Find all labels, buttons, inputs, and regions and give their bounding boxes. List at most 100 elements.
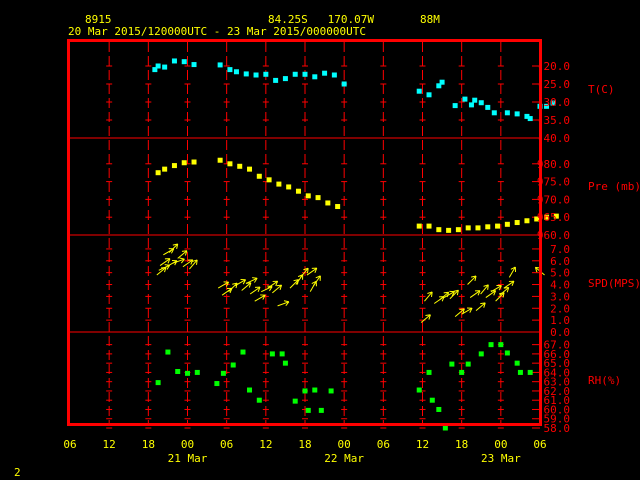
y-tick-label: 960.0 <box>537 229 570 242</box>
station-id: 8915 <box>85 13 112 26</box>
y-tick-label: 60.0 <box>544 403 571 416</box>
pressure-point <box>237 163 243 169</box>
pressure-point <box>485 224 491 230</box>
pressure-point <box>227 161 233 167</box>
wind-arrow-head <box>498 285 502 291</box>
pressure-point <box>544 214 550 220</box>
wind-arrow-shaft <box>469 290 481 298</box>
plot-frame <box>67 39 542 426</box>
y-tick-label: 6.0 <box>550 255 570 268</box>
data-marks <box>152 58 559 431</box>
x-day-label: 21 Mar <box>168 452 208 465</box>
y-tick-label: 64.0 <box>544 366 571 379</box>
wind-arrow <box>168 243 179 253</box>
wind-arrow-head <box>254 278 258 283</box>
pressure-point <box>286 184 292 190</box>
wind-arrow-head <box>483 284 489 287</box>
wind-arrow-shaft <box>241 282 252 291</box>
pressure-point <box>256 173 262 179</box>
temperature-point <box>439 79 445 85</box>
humidity-point <box>459 369 465 375</box>
pressure-point <box>247 166 253 172</box>
wind-arrow <box>177 250 188 259</box>
wind-arrow <box>272 284 283 294</box>
temperature-point <box>436 83 442 89</box>
wind-arrow <box>503 280 515 289</box>
wind-arrow-head <box>315 275 321 279</box>
station-location: 84.25S 170.07W <box>268 13 374 26</box>
x-tick-label: 18 <box>142 438 155 451</box>
wind-arrow-head <box>248 282 252 288</box>
wind-arrow-head <box>459 308 465 311</box>
temperature-point <box>478 100 484 106</box>
wind-arrow-head <box>252 277 258 279</box>
wind-arrow-head <box>493 290 497 296</box>
wind-arrow-head <box>283 300 289 303</box>
y-tick-label: 1.0 <box>550 314 570 327</box>
wind-arrow-shaft <box>228 282 238 293</box>
wind-arrow <box>228 282 238 293</box>
wind-arrow-head <box>443 291 449 294</box>
pressure-point <box>315 195 321 201</box>
pressure-point <box>181 160 187 166</box>
humidity-point <box>220 370 226 376</box>
humidity-point <box>442 425 448 431</box>
wind-arrow-shaft <box>177 250 188 259</box>
pressure-point <box>335 204 341 210</box>
pressure-point <box>553 213 559 219</box>
wind-arrow-head <box>275 281 279 287</box>
y-tick-label: 61.0 <box>544 394 571 407</box>
x-tick-label: 18 <box>298 438 311 451</box>
wind-arrow-head <box>225 281 230 287</box>
temperature-point <box>263 71 269 77</box>
humidity-point <box>514 360 520 366</box>
wind-arrow <box>469 290 481 298</box>
wind-arrow-shaft <box>485 290 496 298</box>
temperature-point <box>426 92 432 98</box>
humidity-point <box>165 349 171 355</box>
wind-arrow-head <box>502 292 505 298</box>
temperature-point <box>322 70 328 76</box>
humidity-point <box>194 369 200 375</box>
wind-arrow <box>424 291 433 302</box>
wind-arrow-shaft <box>499 287 510 296</box>
wind-arrow-shaft <box>217 281 229 289</box>
pressure-point <box>155 170 161 176</box>
temperature-point <box>217 62 223 68</box>
y-tick-label: -20.0 <box>537 60 570 73</box>
pressure-point <box>276 181 282 187</box>
humidity-point <box>230 362 236 368</box>
temperature-point <box>155 63 161 69</box>
wind-arrow-shaft <box>467 275 477 285</box>
wind-arrow <box>300 267 309 278</box>
temperature-point <box>514 111 520 117</box>
wind-arrow-shaft <box>443 291 455 299</box>
temperature-point <box>341 81 347 87</box>
wind-arrow-head <box>192 259 198 262</box>
temperature-point <box>550 100 556 106</box>
grid-lines <box>68 42 540 429</box>
y-tick-label: 58.0 <box>544 422 571 435</box>
temperature-point <box>485 104 491 110</box>
wind-arrow-shaft <box>490 285 502 293</box>
y-tick-label: 59.0 <box>544 413 571 426</box>
wind-arrow-shaft <box>168 243 179 253</box>
humidity-point <box>517 369 523 375</box>
wind-arrow <box>461 307 473 315</box>
y-tick-label: 65.0 <box>544 357 571 370</box>
pressure-point <box>514 220 520 226</box>
wind-arrow-head <box>471 275 477 278</box>
wind-arrow <box>313 275 321 287</box>
humidity-point <box>328 388 334 394</box>
x-tick-label: 06 <box>533 438 546 451</box>
panel-label: RH(%) <box>588 374 621 387</box>
wind-arrow-head <box>166 264 171 270</box>
wind-arrow-shaft <box>272 284 282 294</box>
wind-arrow-shaft <box>156 266 167 276</box>
wind-arrow-head <box>314 267 318 273</box>
pressure-point <box>475 225 481 231</box>
humidity-point <box>155 380 161 386</box>
y-tick-label: 63.0 <box>544 376 571 389</box>
y-tick-label: -35.0 <box>537 114 570 127</box>
